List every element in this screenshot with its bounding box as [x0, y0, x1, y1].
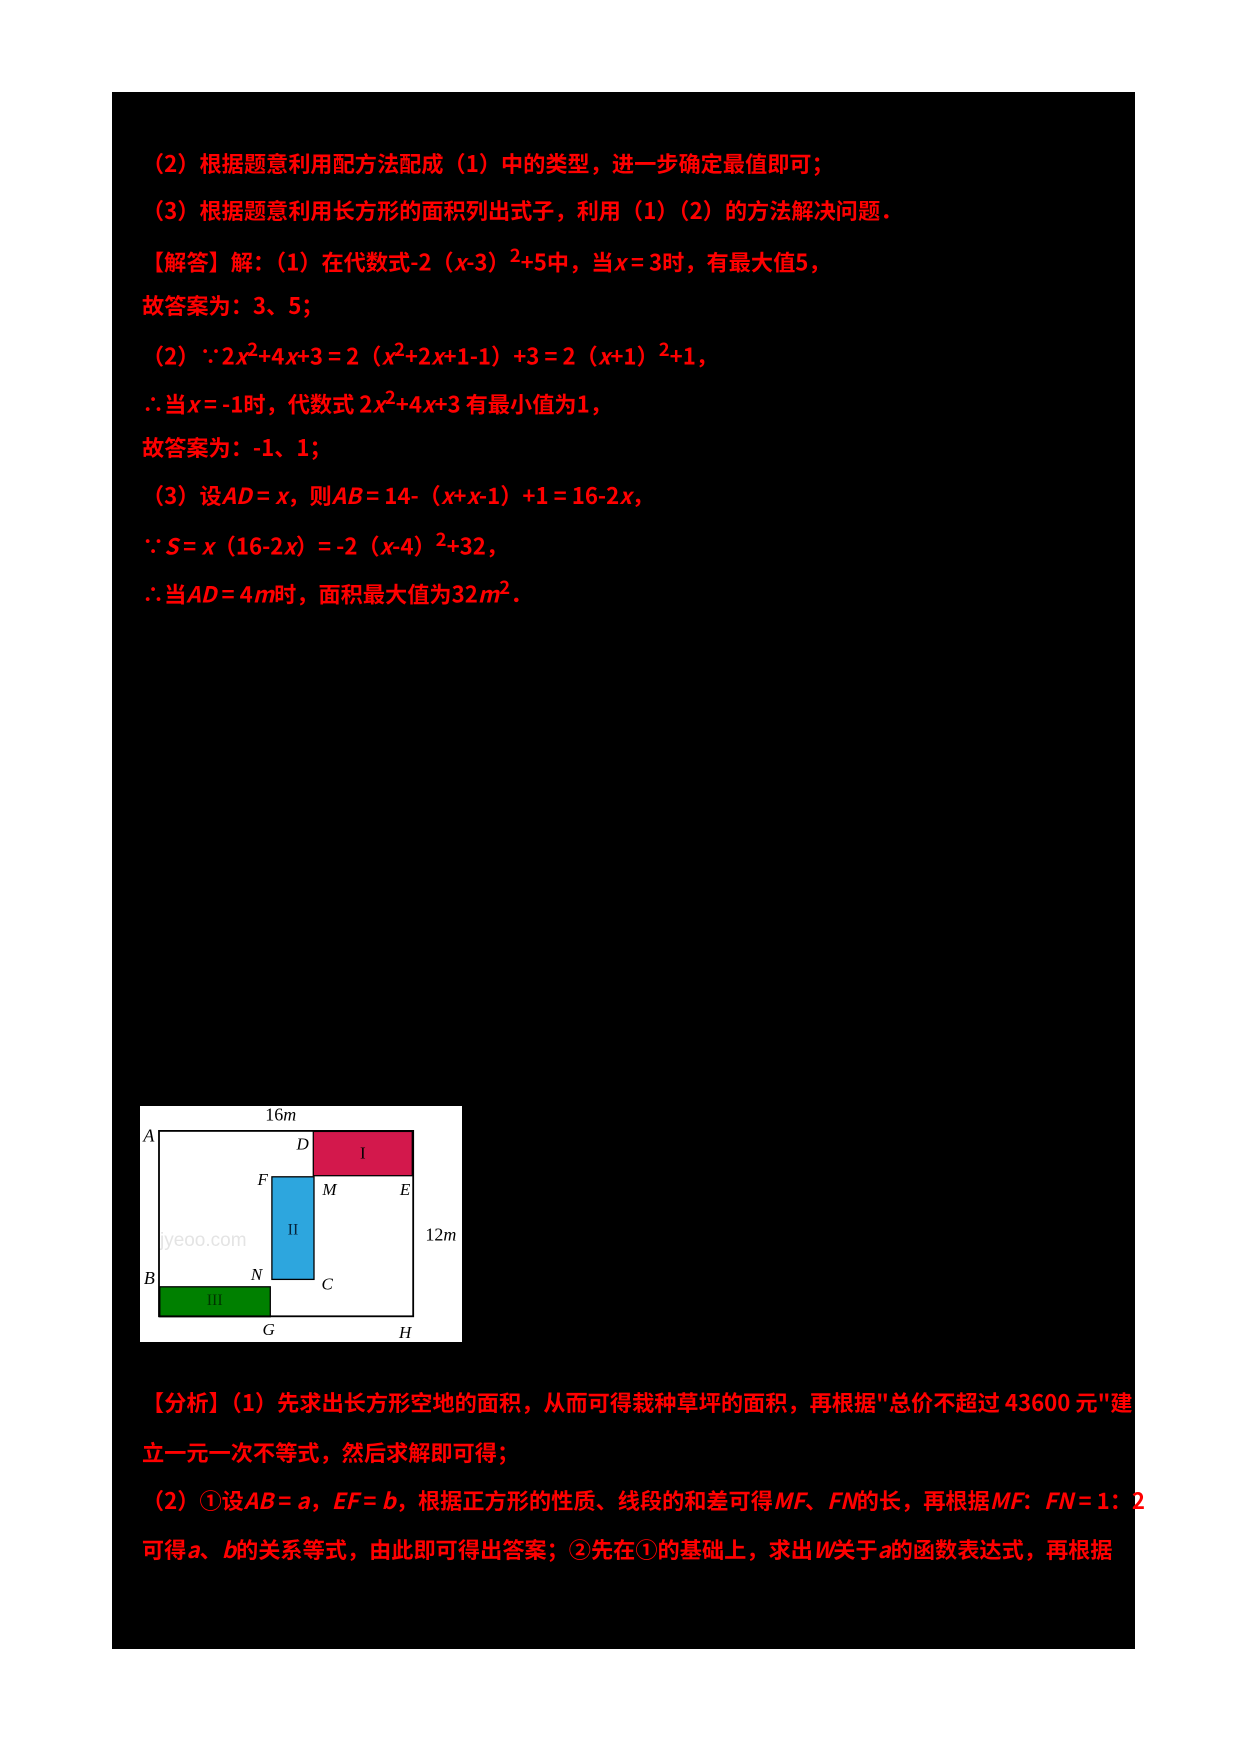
svg-text:jyeoo.com: jyeoo.com [159, 1230, 247, 1251]
svg-text:H: H [398, 1323, 413, 1342]
svg-text:16m: 16m [265, 1105, 296, 1125]
svg-text:A: A [142, 1126, 155, 1146]
svg-text:III: III [206, 1292, 222, 1309]
svg-text:N: N [250, 1265, 264, 1284]
svg-text:II: II [287, 1221, 298, 1238]
svg-text:I: I [360, 1144, 366, 1163]
svg-text:G: G [262, 1320, 274, 1339]
svg-text:M: M [321, 1180, 337, 1199]
svg-text:C: C [321, 1275, 333, 1294]
svg-text:E: E [398, 1180, 410, 1199]
svg-text:12m: 12m [425, 1224, 456, 1244]
svg-text:F: F [256, 1170, 268, 1189]
svg-text:B: B [143, 1268, 154, 1288]
svg-text:D: D [295, 1135, 309, 1154]
